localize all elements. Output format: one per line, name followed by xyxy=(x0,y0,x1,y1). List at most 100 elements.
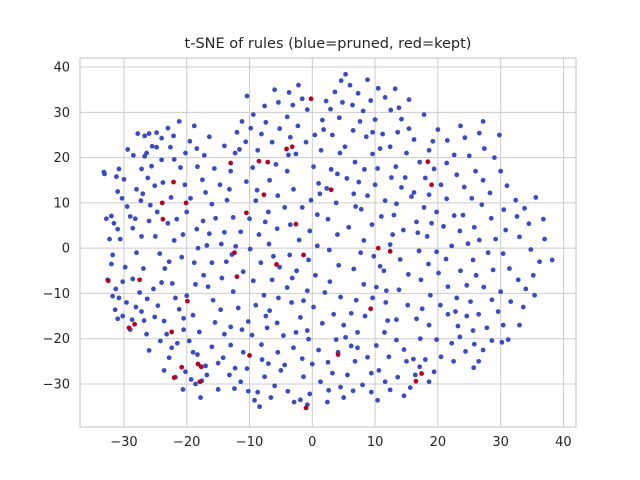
pruned-point xyxy=(194,226,200,232)
pruned-point xyxy=(469,195,475,201)
pruned-point xyxy=(350,128,356,133)
pruned-point xyxy=(451,358,456,364)
pruned-point xyxy=(311,164,316,170)
pruned-point xyxy=(230,289,236,295)
pruned-point xyxy=(418,277,424,283)
pruned-point xyxy=(399,185,404,190)
pruned-point xyxy=(530,272,536,278)
pruned-point xyxy=(252,397,257,403)
pruned-point xyxy=(308,197,314,203)
pruned-point xyxy=(151,286,156,292)
pruned-point xyxy=(325,359,331,365)
pruned-point xyxy=(462,135,468,141)
pruned-point xyxy=(127,214,133,219)
pruned-point xyxy=(230,214,236,220)
pruned-point xyxy=(309,361,315,367)
pruned-point xyxy=(417,336,423,342)
pruned-point xyxy=(383,288,389,294)
pruned-point xyxy=(294,268,300,274)
pruned-point xyxy=(201,152,207,158)
pruned-point xyxy=(238,379,244,385)
pruned-point xyxy=(276,99,281,105)
pruned-point xyxy=(227,372,232,378)
pruned-point xyxy=(454,172,460,178)
kept-point xyxy=(274,262,279,267)
pruned-point xyxy=(394,337,399,343)
pruned-point xyxy=(159,157,165,163)
pruned-point xyxy=(532,292,537,298)
pruned-point xyxy=(497,132,502,138)
y-axis-ticks: −30 −20 −10 0 10 20 30 40 xyxy=(43,61,70,393)
pruned-point xyxy=(135,131,141,137)
pruned-point xyxy=(245,388,251,394)
pruned-point xyxy=(505,337,511,343)
pruned-point xyxy=(362,166,367,172)
pruned-point xyxy=(307,228,313,234)
x-tick-label: 20 xyxy=(430,435,447,450)
pruned-point xyxy=(110,252,116,258)
pruned-point xyxy=(461,184,467,190)
pruned-point xyxy=(336,115,342,121)
kept-point xyxy=(308,96,314,102)
pruned-point xyxy=(171,238,177,243)
pruned-point xyxy=(169,281,175,286)
x-tick-label: −20 xyxy=(173,435,200,450)
pruned-point xyxy=(476,237,482,243)
pruned-point xyxy=(335,232,340,237)
pruned-point xyxy=(186,338,192,344)
pruned-point xyxy=(410,356,416,362)
pruned-point xyxy=(115,189,121,194)
pruned-point xyxy=(409,194,414,199)
kept-point xyxy=(261,192,267,198)
pruned-point xyxy=(157,338,163,344)
kept-point xyxy=(160,216,166,222)
pruned-point xyxy=(157,251,163,256)
kept-point xyxy=(195,361,201,367)
pruned-point xyxy=(173,295,178,301)
pruned-point xyxy=(372,182,378,188)
pruned-point xyxy=(121,176,127,182)
pruned-point xyxy=(500,251,506,256)
pruned-point xyxy=(291,345,296,351)
pruned-point xyxy=(137,290,143,295)
pruned-point xyxy=(289,300,294,305)
pruned-point xyxy=(338,294,343,300)
pruned-point xyxy=(179,254,185,260)
pruned-point xyxy=(471,365,477,371)
pruned-point xyxy=(405,302,411,308)
kept-point xyxy=(413,378,419,384)
pruned-point xyxy=(130,152,136,158)
pruned-point xyxy=(385,318,391,323)
pruned-point xyxy=(130,225,136,231)
pruned-point xyxy=(265,361,271,367)
pruned-point xyxy=(209,201,215,207)
pruned-point xyxy=(479,202,485,208)
pruned-point xyxy=(134,250,139,256)
pruned-point xyxy=(255,147,261,153)
pruned-point xyxy=(480,177,486,183)
pruned-point xyxy=(451,152,457,158)
pruned-point xyxy=(395,374,401,380)
kept-point xyxy=(105,278,111,284)
pruned-point xyxy=(325,216,331,222)
pruned-point xyxy=(304,288,310,294)
pruned-point xyxy=(228,342,234,348)
pruned-point xyxy=(130,276,136,282)
pruned-point xyxy=(373,343,379,348)
pruned-point xyxy=(377,263,383,269)
pruned-point xyxy=(228,168,234,174)
pruned-point xyxy=(297,315,303,320)
pruned-point xyxy=(125,147,131,152)
x-tick-label: 40 xyxy=(555,435,572,450)
pruned-point xyxy=(235,305,241,311)
pruned-point xyxy=(400,227,406,233)
pruned-point xyxy=(401,347,407,352)
pruned-point xyxy=(259,342,264,347)
pruned-point xyxy=(348,343,354,349)
pruned-point xyxy=(306,257,311,263)
pruned-point xyxy=(407,385,413,391)
pruned-point xyxy=(365,77,370,83)
pruned-point xyxy=(144,331,149,337)
kept-point xyxy=(328,187,334,193)
pruned-point xyxy=(321,127,327,132)
